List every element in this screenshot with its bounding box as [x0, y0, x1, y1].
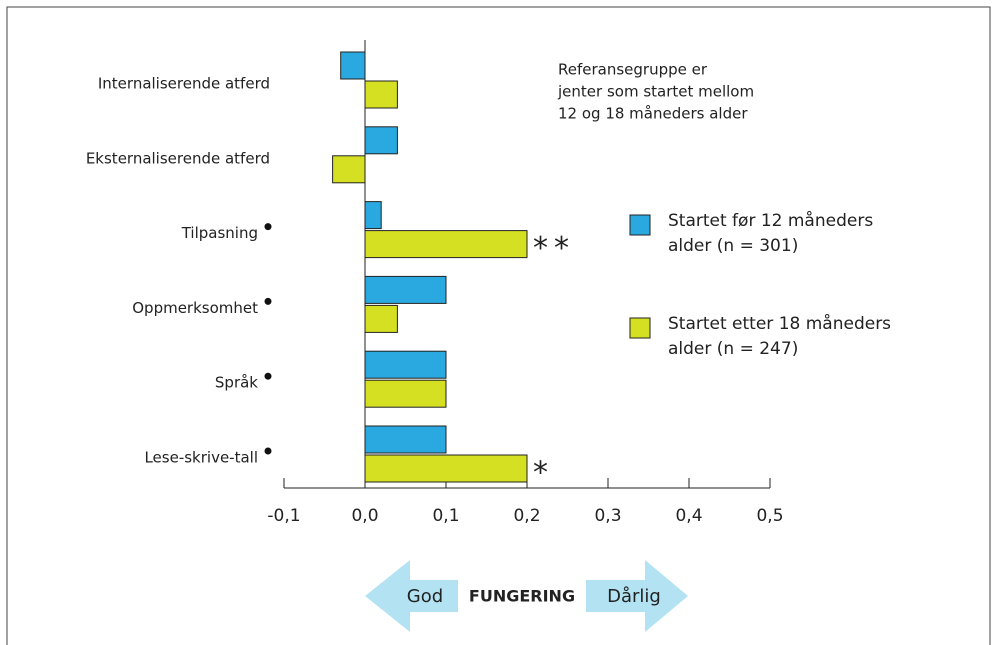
category-marker [264, 372, 272, 380]
x-tick-label: 0,3 [594, 506, 621, 526]
note-line: 12 og 18 måneders alder [558, 105, 748, 123]
bar [364, 201, 382, 230]
bar [364, 425, 447, 454]
x-tick-label: 0,0 [351, 506, 378, 526]
x-tick-label: 0,4 [675, 506, 702, 526]
x-tick-label: 0,2 [513, 506, 540, 526]
legend-swatch [629, 214, 651, 236]
arrow-right-label: Dårlig [607, 586, 661, 607]
bar [364, 454, 528, 483]
y-tick-label: Språk [215, 374, 258, 392]
significance-label: * [533, 456, 554, 491]
y-tick-label: Tilpasning [181, 224, 258, 242]
legend-label: Startet etter 18 måneders alder (n = 247… [668, 314, 892, 359]
x-tick-label: 0,5 [756, 506, 783, 526]
note-line: jenter som startet mellom [557, 83, 754, 101]
bar [364, 350, 447, 379]
x-tick-label: -0,1 [267, 506, 300, 526]
x-tick-label: 0,1 [432, 506, 459, 526]
y-tick-label: Eksternaliserende atferd [86, 149, 270, 167]
legend-label: Startet før 12 måneders alder (n = 301) [668, 211, 874, 256]
arrow-left-label: God [407, 586, 443, 607]
legend-swatch [629, 317, 651, 339]
category-marker [264, 223, 272, 231]
y-tick-label: Lese-skrive-tall [144, 449, 258, 467]
bar [364, 379, 447, 408]
category-marker [264, 447, 272, 455]
bar [364, 230, 528, 259]
category-marker [264, 297, 272, 305]
frame [6, 6, 991, 645]
bar [364, 80, 398, 109]
bar [340, 51, 366, 80]
bar [364, 126, 398, 155]
bar [364, 304, 398, 333]
arrow-center-label: FUNGERING [469, 587, 575, 606]
bar [332, 155, 366, 184]
significance-label: ** [533, 231, 575, 266]
y-tick-label: Oppmerksomhet [132, 299, 258, 317]
bar [364, 275, 447, 304]
note-line: Referansegruppe er [558, 61, 708, 79]
y-tick-label: Internaliserende atferd [98, 75, 270, 93]
arrow-gap [458, 580, 586, 612]
